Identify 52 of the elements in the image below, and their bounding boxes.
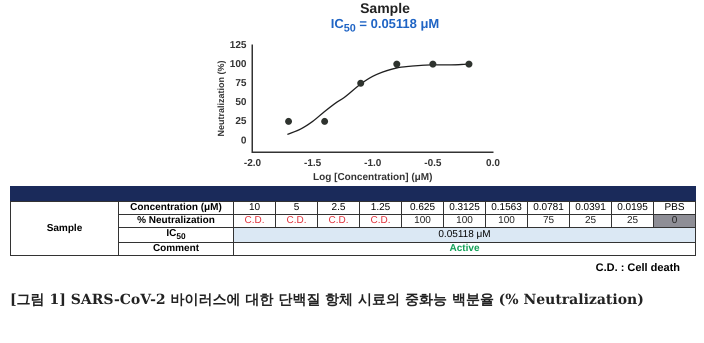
y-axis-title: Neutralization (%) xyxy=(216,60,226,136)
y-tick-label: 125 xyxy=(230,39,247,50)
text: 100 xyxy=(414,215,431,226)
x-axis-title: Log [Concentration] (μM) xyxy=(313,171,432,182)
text: 100 xyxy=(456,215,473,226)
point xyxy=(321,118,328,125)
category-label: 1.25 xyxy=(360,202,402,214)
category-label: 0.0195 xyxy=(612,202,654,214)
text: C.D. xyxy=(286,215,306,226)
text: C.D. xyxy=(370,215,390,226)
text: Active xyxy=(234,242,696,256)
text: 25 xyxy=(626,215,638,226)
text: 0.05118 μM xyxy=(234,228,696,242)
x-tick-label: 0.0 xyxy=(486,157,500,168)
text: Comment xyxy=(118,242,234,256)
text: Sample xyxy=(10,202,118,256)
y-tick-label: 50 xyxy=(235,96,247,108)
category-label: 0.3125 xyxy=(444,202,486,214)
x-tick-label: -2.0 xyxy=(244,157,262,168)
x-tick-label: -0.5 xyxy=(424,157,442,168)
text: IC$_{50}$ xyxy=(118,228,234,242)
category-label: 0.1563 xyxy=(486,202,528,214)
text: 75 xyxy=(542,215,554,226)
x-tick-label: -1.0 xyxy=(364,157,382,168)
text: C.D. : Cell death xyxy=(594,262,681,274)
category-label: 0.0781 xyxy=(528,202,570,214)
y-tick-label: 75 xyxy=(235,78,247,89)
category-label: 0.0391 xyxy=(570,202,612,214)
chart-subtitle: IC$_{50}$ = 0.05118 μM xyxy=(330,16,440,37)
category-label: 0.625 xyxy=(402,202,444,214)
chart-title: Sample xyxy=(359,0,411,16)
point xyxy=(285,118,292,125)
point xyxy=(357,79,364,86)
text: C.D. xyxy=(328,215,348,226)
text: % Neutralization xyxy=(118,214,234,228)
point xyxy=(465,60,472,68)
category-label: 10 xyxy=(234,202,276,214)
x-tick-label: -1.5 xyxy=(304,157,322,168)
text: [그림 1] SARS-CoV-2 바이러스에 대한 단백질 항체 시료의 중화능 백분율 (% Neutralization) xyxy=(10,291,645,310)
point xyxy=(393,60,400,68)
category-label: 5 xyxy=(276,202,318,214)
y-tick-label: 100 xyxy=(230,58,247,70)
text: C.D. xyxy=(244,215,264,226)
text: 100 xyxy=(498,215,515,226)
y-tick-label: 25 xyxy=(235,116,247,127)
text: Concentration (μM) xyxy=(118,202,234,214)
category-label: 2.5 xyxy=(318,202,360,214)
text: 25 xyxy=(584,215,596,226)
point xyxy=(429,60,436,68)
text: 0 xyxy=(672,215,678,226)
category-label: PBS xyxy=(654,202,696,214)
y-tick-label: 0 xyxy=(240,134,247,146)
